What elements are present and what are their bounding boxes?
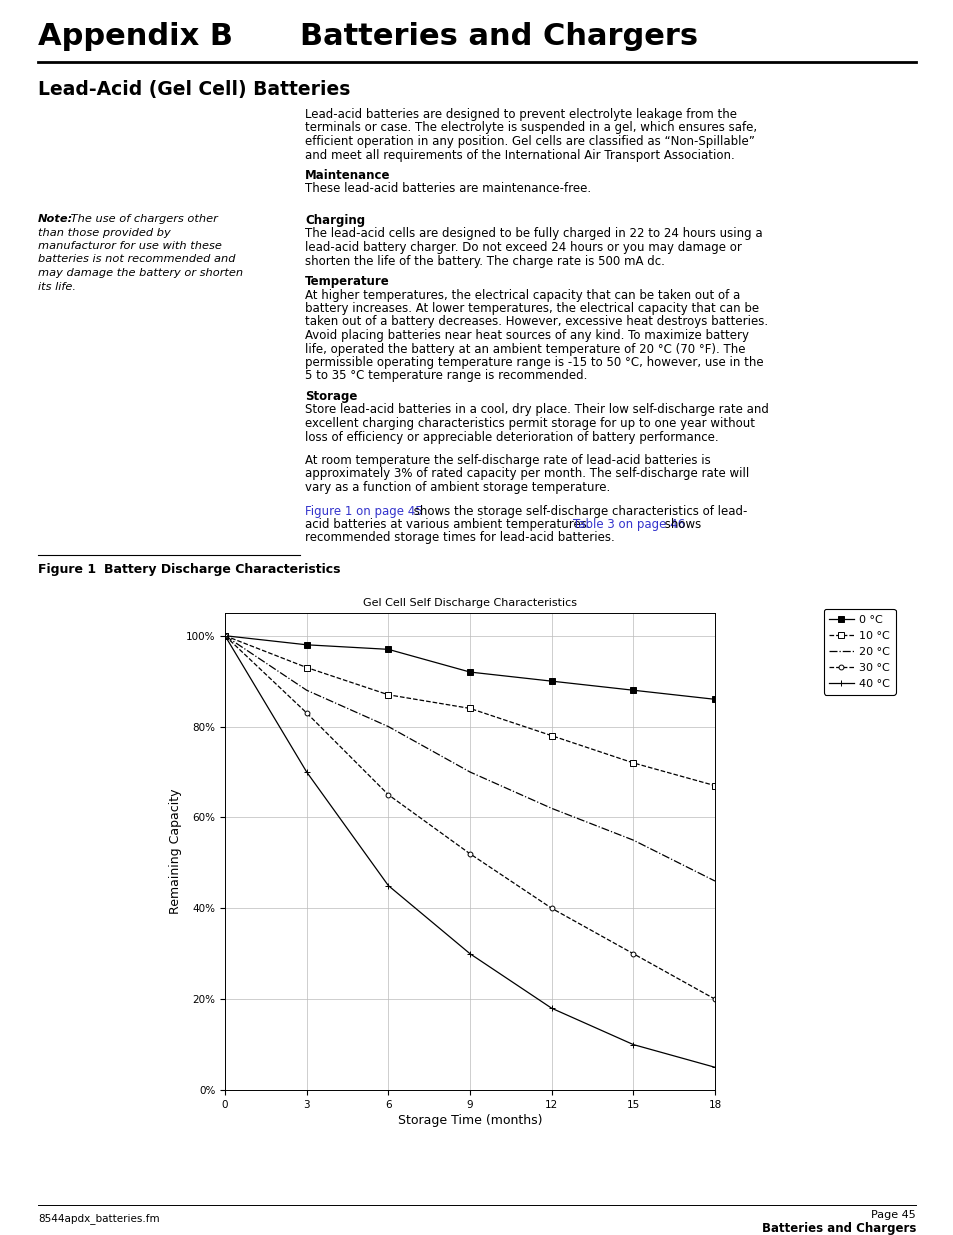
X-axis label: Storage Time (months): Storage Time (months): [397, 1114, 541, 1126]
Text: 8544apdx_batteries.fm: 8544apdx_batteries.fm: [38, 1213, 159, 1224]
Text: shows: shows: [660, 517, 700, 531]
Text: Temperature: Temperature: [305, 275, 390, 288]
Text: Batteries and Chargers: Batteries and Chargers: [299, 22, 698, 51]
Legend: 0 °C, 10 °C, 20 °C, 30 °C, 40 °C: 0 °C, 10 °C, 20 °C, 30 °C, 40 °C: [822, 609, 895, 694]
Y-axis label: Remaining Capacity: Remaining Capacity: [169, 789, 181, 914]
Text: The lead-acid cells are designed to be fully charged in 22 to 24 hours using a: The lead-acid cells are designed to be f…: [305, 227, 761, 241]
Text: At room temperature the self-discharge rate of lead-acid batteries is: At room temperature the self-discharge r…: [305, 454, 710, 467]
Text: lead-acid battery charger. Do not exceed 24 hours or you may damage or: lead-acid battery charger. Do not exceed…: [305, 241, 741, 254]
Text: Batteries and Chargers: Batteries and Chargers: [760, 1221, 915, 1235]
Text: acid batteries at various ambient temperatures.: acid batteries at various ambient temper…: [305, 517, 594, 531]
Text: batteries is not recommended and: batteries is not recommended and: [38, 254, 235, 264]
Text: manufacturor for use with these: manufacturor for use with these: [38, 241, 222, 251]
Text: Appendix B: Appendix B: [38, 22, 233, 51]
Text: excellent charging characteristics permit storage for up to one year without: excellent charging characteristics permi…: [305, 417, 754, 430]
Text: Charging: Charging: [305, 214, 365, 227]
Text: shows the storage self-discharge characteristics of lead-: shows the storage self-discharge charact…: [410, 505, 746, 517]
Text: than those provided by: than those provided by: [38, 227, 171, 237]
Text: Table 3 on page 46: Table 3 on page 46: [573, 517, 684, 531]
Text: life, operated the battery at an ambient temperature of 20 °C (70 °F). The: life, operated the battery at an ambient…: [305, 342, 744, 356]
Text: Battery Discharge Characteristics: Battery Discharge Characteristics: [104, 563, 340, 576]
Text: At higher temperatures, the electrical capacity that can be taken out of a: At higher temperatures, the electrical c…: [305, 289, 740, 301]
Title: Gel Cell Self Discharge Characteristics: Gel Cell Self Discharge Characteristics: [363, 598, 577, 608]
Text: The use of chargers other: The use of chargers other: [67, 214, 217, 224]
Text: Lead-Acid (Gel Cell) Batteries: Lead-Acid (Gel Cell) Batteries: [38, 80, 350, 99]
Text: Figure 1 on page 45: Figure 1 on page 45: [305, 505, 422, 517]
Text: shorten the life of the battery. The charge rate is 500 mA dc.: shorten the life of the battery. The cha…: [305, 254, 664, 268]
Text: terminals or case. The electrolyte is suspended in a gel, which ensures safe,: terminals or case. The electrolyte is su…: [305, 121, 757, 135]
Text: 5 to 35 °C temperature range is recommended.: 5 to 35 °C temperature range is recommen…: [305, 369, 587, 383]
Text: These lead-acid batteries are maintenance-free.: These lead-acid batteries are maintenanc…: [305, 183, 591, 195]
Text: Figure 1: Figure 1: [38, 563, 96, 576]
Text: may damage the battery or shorten: may damage the battery or shorten: [38, 268, 243, 278]
Text: Page 45: Page 45: [870, 1210, 915, 1220]
Text: its life.: its life.: [38, 282, 76, 291]
Text: and meet all requirements of the International Air Transport Association.: and meet all requirements of the Interna…: [305, 148, 734, 162]
Text: Store lead-acid batteries in a cool, dry place. Their low self-discharge rate an: Store lead-acid batteries in a cool, dry…: [305, 404, 768, 416]
Text: approximately 3% of rated capacity per month. The self-discharge rate will: approximately 3% of rated capacity per m…: [305, 468, 748, 480]
Text: recommended storage times for lead-acid batteries.: recommended storage times for lead-acid …: [305, 531, 614, 545]
Text: Maintenance: Maintenance: [305, 169, 390, 182]
Text: vary as a function of ambient storage temperature.: vary as a function of ambient storage te…: [305, 480, 610, 494]
Text: taken out of a battery decreases. However, excessive heat destroys batteries.: taken out of a battery decreases. Howeve…: [305, 315, 767, 329]
Text: Note:: Note:: [38, 214, 73, 224]
Text: battery increases. At lower temperatures, the electrical capacity that can be: battery increases. At lower temperatures…: [305, 303, 759, 315]
Text: Avoid placing batteries near heat sources of any kind. To maximize battery: Avoid placing batteries near heat source…: [305, 329, 748, 342]
Text: Lead-acid batteries are designed to prevent electrolyte leakage from the: Lead-acid batteries are designed to prev…: [305, 107, 737, 121]
Text: efficient operation in any position. Gel cells are classified as “Non-Spillable”: efficient operation in any position. Gel…: [305, 135, 754, 148]
Text: Storage: Storage: [305, 390, 357, 403]
Text: permissible operating temperature range is -15 to 50 °C, however, use in the: permissible operating temperature range …: [305, 356, 762, 369]
Text: loss of efficiency or appreciable deterioration of battery performance.: loss of efficiency or appreciable deteri…: [305, 431, 718, 443]
